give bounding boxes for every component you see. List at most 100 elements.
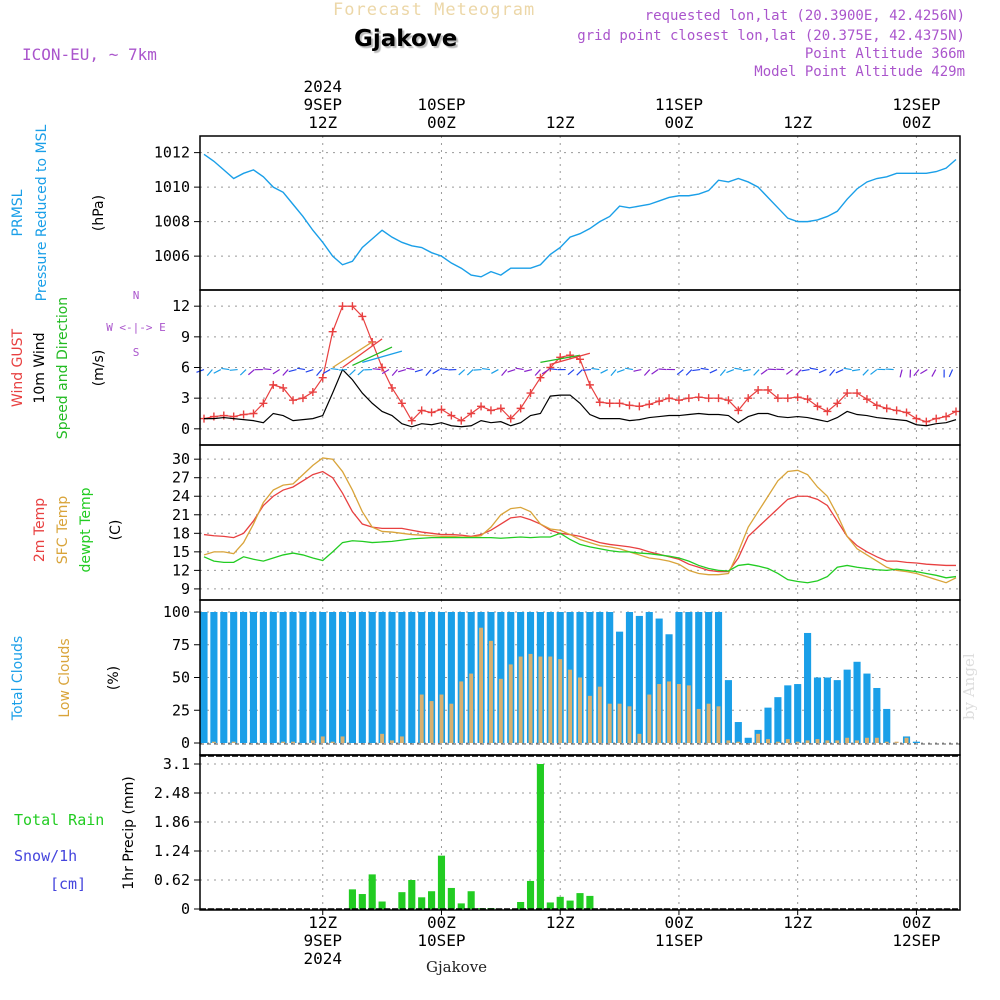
y-tick-label: 1012	[154, 144, 190, 162]
bottom-time-label: 00Z	[427, 913, 456, 932]
wind-arrow	[786, 369, 794, 375]
bar-total-clouds	[378, 612, 386, 743]
gust-marker	[467, 409, 476, 418]
gust-marker	[853, 389, 862, 398]
bar-low-clouds	[469, 673, 474, 743]
top-time-label: 10SEP	[417, 95, 465, 114]
y-tick-label: 12	[172, 561, 190, 579]
bar-low-clouds	[340, 736, 345, 743]
gust-marker	[932, 414, 941, 423]
wind-arrow	[624, 367, 634, 371]
gust-marker	[348, 302, 357, 311]
label-total-clouds: Total Clouds	[10, 636, 26, 721]
bar-low-clouds	[894, 741, 899, 743]
wind-arrow	[406, 367, 415, 371]
y-tick-label: 100	[163, 603, 190, 621]
bar-total-clouds	[714, 612, 723, 743]
wind-arrow	[349, 369, 356, 376]
y-tick-label: 3	[181, 389, 190, 407]
bar-low-clouds	[568, 669, 573, 743]
bar-total-rain	[467, 891, 475, 909]
bar-total-clouds	[705, 612, 713, 743]
bar-total-rain	[457, 903, 465, 909]
bar-low-clouds	[825, 740, 830, 743]
gust-marker	[289, 396, 298, 405]
wind-arrow	[616, 368, 625, 373]
gust-marker	[823, 407, 832, 416]
gust-marker	[259, 399, 268, 408]
bar-total-clouds	[625, 612, 634, 743]
bar-low-clouds	[686, 685, 691, 743]
bar-total-rain	[517, 901, 525, 909]
series-line-gust	[203, 305, 957, 423]
wind-arrow	[263, 368, 272, 371]
bar-low-clouds	[508, 664, 513, 743]
bottom-time-label: 2024	[303, 949, 342, 968]
bar-low-clouds	[320, 736, 325, 743]
bar-low-clouds	[528, 653, 533, 743]
y-tick-label: 75	[172, 636, 190, 654]
bar-total-rain	[566, 900, 574, 909]
bar-total-clouds	[319, 612, 327, 743]
gust-marker	[764, 385, 772, 394]
bottom-time-label: 00Z	[902, 913, 931, 932]
bar-total-clouds	[497, 612, 505, 743]
wind-arrow	[288, 368, 297, 373]
gust-marker	[239, 410, 248, 419]
gust-marker	[744, 394, 753, 403]
label-total-rain: Total Rain	[14, 811, 104, 829]
bar-low-clouds	[805, 740, 810, 743]
gust-marker	[793, 393, 802, 402]
bar-total-clouds	[873, 687, 881, 743]
bar-total-clouds	[635, 615, 643, 743]
bar-low-clouds	[439, 694, 444, 743]
wind-arrow	[582, 368, 591, 371]
bar-total-clouds	[299, 612, 307, 743]
bar-total-clouds	[269, 612, 277, 743]
model-label: ICON-EU, ~ 7km	[22, 45, 157, 64]
footer-location: Gjakove	[426, 958, 488, 976]
bar-low-clouds	[864, 737, 869, 743]
series-line-sfc-temp	[203, 457, 957, 584]
wind-arrow	[481, 367, 491, 371]
gust-marker	[338, 302, 347, 311]
compass-we: W <-|-> E	[106, 321, 166, 334]
bar-total-clouds	[596, 612, 604, 743]
bar-low-clouds	[617, 703, 622, 743]
label-cm: [cm]	[50, 875, 86, 893]
bar-total-clouds	[259, 612, 267, 743]
y-tick-label: 1008	[154, 213, 190, 231]
wind-arrow-long	[540, 354, 581, 364]
top-time-label: 9SEP	[303, 95, 342, 114]
gust-marker	[862, 395, 871, 404]
bar-total-clouds	[813, 677, 822, 743]
bar-total-rain	[576, 893, 584, 909]
ylabel-percent: (%)	[106, 666, 122, 690]
bar-low-clouds	[558, 659, 563, 743]
bar-low-clouds	[657, 684, 662, 743]
bar-total-clouds	[447, 612, 455, 743]
gust-marker	[872, 401, 881, 410]
faded-title: Forecast Meteogram	[333, 0, 536, 20]
bar-total-clouds	[863, 673, 871, 743]
y-tick-label: 1.24	[154, 842, 190, 860]
wind-arrow	[760, 369, 768, 375]
gust-marker	[546, 363, 555, 372]
bar-total-rain	[418, 897, 426, 909]
wind-arrow	[322, 369, 331, 374]
wind-arrow-long	[352, 346, 393, 367]
gust-marker	[407, 416, 416, 425]
gust-marker	[635, 402, 644, 411]
ylabel-c: (C)	[108, 520, 124, 541]
wind-arrow	[829, 369, 836, 377]
bar-total-clouds	[338, 612, 347, 743]
wind-arrow	[229, 368, 238, 371]
wind-arrow	[432, 369, 440, 375]
label-speed-direction: Speed and Direction	[55, 297, 71, 439]
bar-low-clouds	[399, 736, 404, 743]
bar-total-rain	[447, 887, 455, 909]
bar-low-clouds	[815, 739, 820, 743]
series-line-prmsl	[203, 153, 957, 278]
series-line-10m-wind	[204, 368, 957, 428]
wind-arrow	[685, 369, 693, 376]
